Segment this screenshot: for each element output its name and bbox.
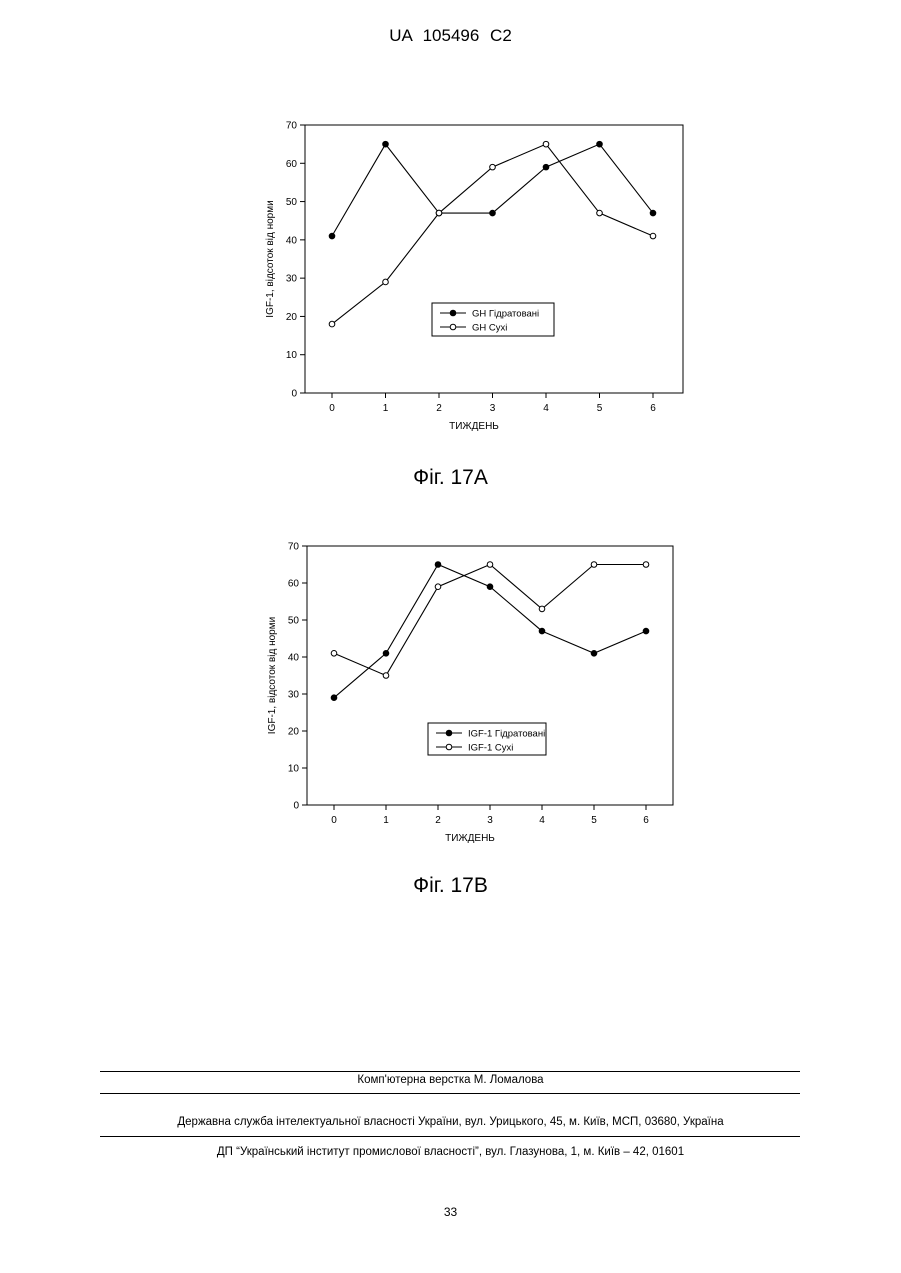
y-tick-label: 60 [288, 579, 300, 590]
patent-number-header: UA 105496 C2 [0, 26, 901, 46]
y-tick-label: 30 [286, 274, 298, 285]
y-tick-label: 70 [286, 121, 298, 132]
chart-figure-17a: 0 10 20 30 40 50 60 70 0 1 2 3 4 5 6 ТИЖДЕНЬ IGF-1, відс… [0, 110, 901, 440]
footer-agency-address: Державна служба інтелектуальної власност… [0, 1116, 901, 1128]
y-tick-label: 0 [293, 801, 299, 812]
legend-marker [450, 324, 456, 330]
figure-caption-17a: Фіг. 17А [0, 466, 901, 490]
x-tick-label: 1 [383, 403, 389, 414]
data-point [650, 210, 656, 216]
data-point [331, 651, 337, 657]
x-tick-label: 4 [539, 815, 545, 826]
y-tick-label: 50 [286, 197, 298, 208]
data-point [539, 606, 545, 612]
data-point [597, 141, 603, 147]
data-point [597, 210, 603, 216]
data-point [487, 584, 493, 590]
y-tick-label: 10 [286, 350, 298, 361]
legend-marker [446, 730, 452, 736]
figure-caption-17b: Фіг. 17В [0, 874, 901, 898]
y-tick-label: 60 [286, 159, 298, 170]
legend-label: IGF-1 Сухі [468, 743, 513, 754]
footer-layout-credit: Комп'ютерна верстка М. Ломалова [0, 1074, 901, 1086]
data-point [435, 584, 441, 590]
series-line-2 [334, 565, 646, 676]
data-point [383, 279, 389, 285]
data-point [643, 628, 649, 634]
footer-divider [100, 1071, 800, 1072]
y-tick-label: 20 [288, 727, 300, 738]
x-tick-label: 3 [487, 815, 493, 826]
x-axis-label: ТИЖДЕНЬ [445, 833, 495, 844]
data-point [543, 164, 549, 170]
legend-label: GH Сухі [472, 323, 507, 334]
data-point [643, 562, 649, 568]
chart-figure-17b: 0 10 20 30 40 50 60 70 0 1 2 3 4 5 6 ТИЖДЕНЬ IGF-1, відс… [0, 532, 901, 852]
chart-17b-svg: 0 10 20 30 40 50 60 70 0 1 2 3 4 5 6 ТИЖДЕНЬ IGF-1, відс… [0, 532, 901, 852]
legend-label: IGF-1 Гідратовані [468, 729, 545, 740]
x-tick-label: 0 [331, 815, 337, 826]
x-tick-label: 2 [436, 403, 442, 414]
legend-marker [446, 744, 452, 750]
data-point [329, 233, 335, 239]
chart-17a-svg: 0 10 20 30 40 50 60 70 0 1 2 3 4 5 6 ТИЖДЕНЬ IGF-1, відс… [0, 110, 901, 440]
legend-marker [450, 310, 456, 316]
data-point [383, 673, 389, 679]
data-point [435, 562, 441, 568]
data-point [543, 141, 549, 147]
x-tick-label: 6 [643, 815, 649, 826]
data-point [436, 210, 442, 216]
y-tick-label: 40 [286, 235, 298, 246]
y-axis-label: IGF-1, відсоток від норми [265, 200, 276, 317]
x-tick-label: 5 [591, 815, 597, 826]
data-point [331, 695, 337, 701]
data-point [487, 562, 493, 568]
y-tick-label: 40 [288, 653, 300, 664]
x-tick-label: 4 [543, 403, 549, 414]
data-point [383, 141, 389, 147]
legend-label: GH Гідратовані [472, 309, 539, 320]
x-tick-label: 6 [650, 403, 656, 414]
y-tick-label: 70 [288, 542, 300, 553]
y-axis-label: IGF-1, відсоток від норми [267, 617, 278, 734]
footer-divider [100, 1093, 800, 1094]
y-tick-label: 50 [288, 616, 300, 627]
x-axis-label: ТИЖДЕНЬ [449, 421, 499, 432]
data-point [650, 233, 656, 239]
data-point [591, 562, 597, 568]
x-tick-label: 0 [329, 403, 335, 414]
data-point [490, 164, 496, 170]
y-tick-label: 30 [288, 690, 300, 701]
x-tick-label: 3 [490, 403, 496, 414]
x-tick-label: 1 [383, 815, 389, 826]
y-tick-label: 0 [291, 389, 297, 400]
data-point [383, 651, 389, 657]
series-line-1 [332, 144, 653, 236]
x-tick-label: 5 [597, 403, 603, 414]
y-tick-label: 10 [288, 764, 300, 775]
footer-divider [100, 1136, 800, 1137]
series-line-2 [332, 144, 653, 324]
footer-institute-address: ДП “Український інститут промислової вла… [0, 1146, 901, 1158]
data-point [591, 651, 597, 657]
y-tick-label: 20 [286, 312, 298, 323]
data-point [329, 321, 335, 327]
x-tick-label: 2 [435, 815, 441, 826]
data-point [539, 628, 545, 634]
data-point [490, 210, 496, 216]
page-number: 33 [0, 1205, 901, 1219]
